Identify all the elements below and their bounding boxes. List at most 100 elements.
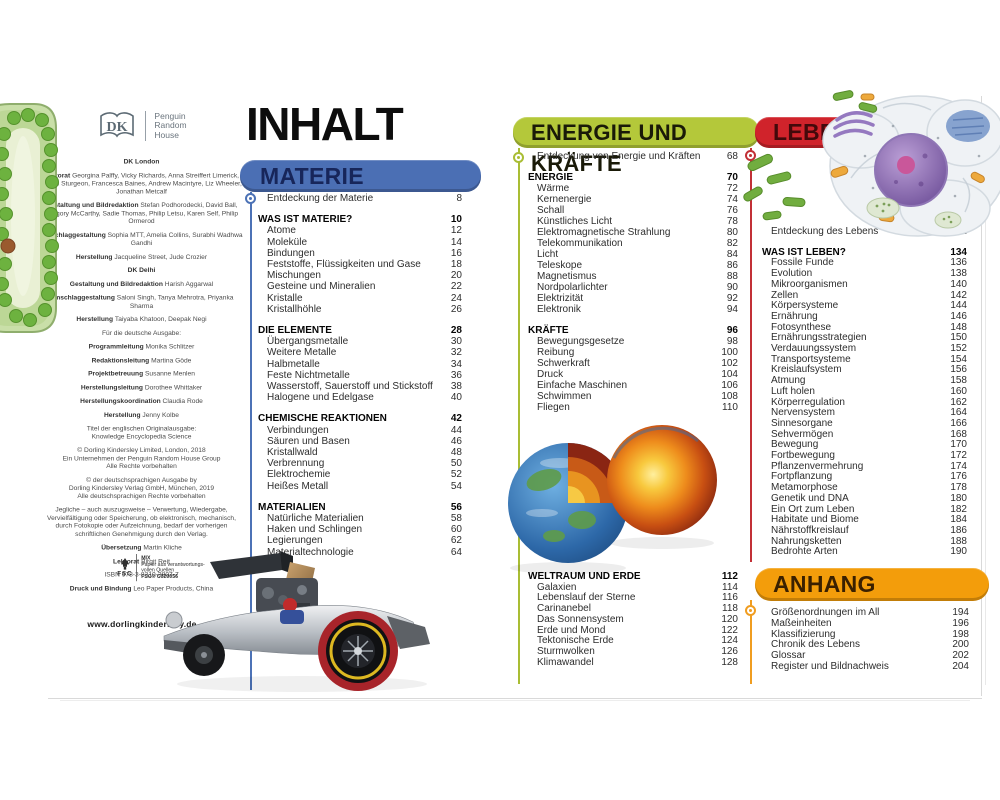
toc-entry-row: Zellen 142 (771, 289, 967, 301)
section-header-energie: ENERGIE UND KRÄFTE (513, 117, 759, 176)
imprint-block: Programmleitung Monika Schlitzer (88, 342, 195, 351)
toc-entry-row: Elektromagnetische Strahlung 80 (537, 227, 738, 238)
page-edge-right (981, 96, 982, 696)
toc-entry-row: Tektonische Erde 124 (537, 635, 738, 647)
section-header-anhang: ANHANG (755, 568, 989, 601)
toc-entry-row: Druck 104 (537, 369, 738, 380)
toc-entry-row: Kristalle 24 (267, 292, 462, 304)
toc-heading-row: ENERGIE 70 (528, 172, 738, 183)
imprint-block: ISBN 978-3-8310-3807-7 (104, 571, 179, 579)
toc-entry-row: Sinnesorgane 166 (771, 417, 967, 429)
toc-entry-row: Verbindungen 44 (267, 424, 462, 436)
section-line-energie (518, 148, 520, 684)
imprint-block: Umschlaggestaltung Sophia MTT, Amelia Co… (40, 231, 243, 247)
toc-entry-row: Wärme 72 (537, 183, 738, 194)
imprint-block: Projektbetreuung Susanne Menlen (88, 370, 195, 378)
toc-heading-row: KRÄFTE 96 (528, 325, 738, 336)
toc-entry-row: Chronik des Lebens 200 (771, 639, 969, 651)
toc-entry-row: Habitate und Biome 184 (771, 514, 967, 526)
toc-entry-row: Halogene und Edelgase 40 (267, 392, 462, 404)
toc-list-weltraum: WELTRAUM UND ERDE 112 Galaxien 114 Lebenslau… (524, 571, 738, 668)
toc-entry-row: Erde und Mond 122 (537, 624, 738, 636)
section-line-anhang (750, 600, 752, 684)
toc-heading-row: CHEMISCHE REAKTIONEN 42 (258, 413, 462, 425)
toc-list-anhang: Größenordnungen im All 194 Maßeinheiten 196… (758, 607, 969, 673)
toc-entry-row: Elektrochemie 52 (267, 469, 462, 481)
toc-entry-row: Elektrizität 92 (537, 293, 738, 304)
page-edge-right-2 (985, 110, 986, 685)
toc-entry-row: Bedrohte Arten 190 (771, 546, 967, 558)
imprint-block: Lektorat Georgina Palffy, Vicky Richards… (41, 171, 242, 196)
toc-entry-row: Pflanzenvermehrung 174 (771, 460, 967, 472)
toc-entry-row: Reibung 100 (537, 347, 738, 358)
toc-entry-row: Haken und Schlingen 60 (267, 524, 462, 536)
toc-entry-row: Licht 84 (537, 249, 738, 260)
imprint-block: © der deutschsprachigen Ausgabe by Dorlin… (68, 476, 215, 500)
toc-entry-row: Größenordnungen im All 194 (771, 607, 969, 618)
toc-entry-row: Ernährungsstrategien 150 (771, 332, 967, 344)
toc-entry-row: Das Sonnensystem 120 (537, 613, 738, 625)
toc-entry-row: Künstliches Licht 78 (537, 216, 738, 227)
section-marker-icon (745, 150, 756, 161)
toc-entry-row: Nervensystem 164 (771, 407, 967, 419)
penguin-random-house-logo: Penguin Random House (154, 110, 187, 140)
toc-entry-row: Übergangsmetalle 30 (267, 336, 462, 348)
toc-entry-row: Register und Bildnachweis 204 (771, 660, 969, 672)
toc-entry-row: Telekommunikation 82 (537, 238, 738, 249)
toc-entry-row: Legierungen 62 (267, 535, 462, 547)
toc-entry-row: Teleskope 86 (537, 260, 738, 271)
page-edge-bottom (48, 698, 982, 699)
toc-entry-row: Maßeinheiten 196 (771, 617, 969, 629)
toc-entry-row: Glossar 202 (771, 650, 969, 662)
toc-entry-row: Gesteine und Mineralien 22 (267, 281, 462, 293)
toc-entry-row: Elektronik 94 (537, 304, 738, 315)
toc-entry-row: Körperregulation 162 (771, 396, 967, 408)
plant-cell-image (0, 103, 59, 333)
toc-entry-row: Materialtechnologie 64 (267, 546, 462, 558)
imprint-block: Herstellung Jacqueline Street, Jude Croz… (75, 252, 208, 261)
toc-entry-row: Moleküle 14 (267, 236, 462, 248)
toc-entry-row: Ein Ort zum Leben 182 (771, 503, 967, 515)
toc-heading-row: WELTRAUM UND ERDE 112 (528, 571, 738, 582)
imprint-block: DK Delhi (127, 266, 156, 275)
section-marker-icon (245, 193, 256, 204)
imprint-block: Für die deutsche Ausgabe: (101, 329, 182, 337)
page-title: INHALT (246, 98, 404, 150)
fsc-divider (136, 554, 138, 582)
toc-entry-row: Verdauungssystem 152 (771, 343, 967, 355)
toc-entry-row: Nährstoffkreislauf 186 (771, 524, 967, 536)
toc-entry-row: Klimawandel 128 (537, 656, 738, 668)
imprint-block: Gestaltung und Bildredaktion Stefan Podh… (44, 201, 239, 226)
toc-entry-row: Entdeckung der Materie 8 (267, 193, 462, 204)
toc-entry-row: Schwerkraft 102 (537, 358, 738, 369)
toc-entry-row: Nordpolarlichter 90 (537, 282, 738, 293)
imprint-block: Übersetzung Martin Kliche (101, 543, 182, 552)
toc-list-leben: Entdeckung des Lebens132WAS IST LEBEN?13… (758, 226, 967, 558)
toc-entry-row: Mikroorganismen 140 (771, 278, 967, 290)
toc-entry-row: Fotosynthese 148 (771, 321, 967, 333)
toc-entry-row: Transportsysteme 154 (771, 353, 967, 365)
toc-heading-row: WAS IST LEBEN? 134 (762, 246, 967, 258)
dk-logo: DK (100, 112, 135, 138)
imprint-block: Redaktionsleitung Martina Göde (91, 356, 192, 365)
toc-entry-row: Ernährung 146 (771, 310, 967, 322)
imprint-block: Gestaltung und Bildredaktion Harish Agga… (69, 280, 214, 288)
toc-heading-row: WAS IST MATERIE? 10 (258, 214, 462, 226)
toc-entry-row: Feststoffe, Flüssigkeiten und Gase 18 (267, 259, 462, 271)
toc-entry-row: Kristallwald 48 (267, 447, 462, 459)
toc-entry-row: Fortbewegung 172 (771, 450, 967, 462)
fsc-logo: FSC MIX Papier aus verantwortungs- volle… (117, 554, 205, 582)
section-line-materie (250, 192, 252, 690)
publisher-website: www.dorlingkindersley.de (87, 619, 197, 629)
toc-entry-row: Fliegen 110 (537, 402, 738, 413)
toc-entry-row: Galaxien 114 (537, 581, 738, 593)
toc-list-energie: Entdeckung von Energie und Kräften 68 ENER… (524, 151, 738, 413)
imprint-block: Jegliche – auch auszugsweise – Verwertun… (47, 505, 236, 538)
imprint-block: Herstellung Jenny Kolbe (103, 411, 180, 419)
toc-entry-row: Kreislaufsystem 156 (771, 364, 967, 376)
page-edge-bottom-2 (60, 700, 970, 701)
section-header-materie: MATERIE (240, 160, 481, 192)
section-marker-icon (745, 605, 756, 616)
toc-entry-row: Nahrungsketten 188 (771, 535, 967, 547)
